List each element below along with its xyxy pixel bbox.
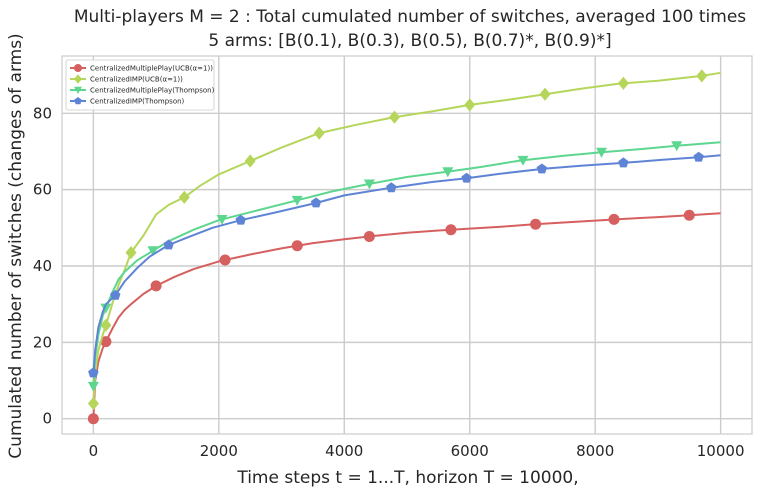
data-point <box>100 336 112 348</box>
data-point <box>150 280 162 292</box>
legend-label: CentralizedMultiplePlay(Thompson) <box>90 87 215 95</box>
x-tick-label: 2000 <box>200 442 238 460</box>
data-point <box>87 396 99 411</box>
series-layer <box>87 69 721 425</box>
legend-entry: CentralizedIMP(UCB(α=1)) <box>70 74 183 84</box>
data-point <box>464 98 476 112</box>
tick-labels: 0 2000 4000 6000 8000 10000 0 20 40 60 80 <box>33 104 745 460</box>
data-point <box>178 190 190 204</box>
data-point <box>445 224 457 236</box>
grid <box>62 56 752 434</box>
plot-background <box>62 56 752 434</box>
data-point <box>310 197 322 208</box>
data-point <box>617 76 629 90</box>
plot-frame <box>61 55 753 435</box>
data-point <box>147 246 159 257</box>
data-point <box>696 69 708 83</box>
x-tick-label: 10000 <box>697 442 745 460</box>
data-point <box>517 155 529 166</box>
data-point <box>530 218 542 230</box>
data-point <box>596 147 607 158</box>
data-point <box>363 179 375 190</box>
x-tick-label: 6000 <box>451 442 489 460</box>
data-point <box>219 254 231 266</box>
y-axis-label: Cumulated number of switches (changes of… <box>6 33 26 458</box>
x-tick-label: 4000 <box>325 442 363 460</box>
data-point <box>125 246 137 260</box>
legend-entry: CentralizedIMP(Thompson) <box>70 97 185 106</box>
legend-box <box>65 59 215 111</box>
chart-title: Multi-players M = 2 : Total cumulated nu… <box>74 7 746 27</box>
legend-marker <box>74 86 82 94</box>
y-tick-label: 80 <box>33 104 52 122</box>
legend: CentralizedMultiplePlay(UCB(α=1)) Central… <box>65 59 215 111</box>
y-tick-label: 0 <box>42 410 52 428</box>
data-point <box>389 110 400 124</box>
series-line <box>92 212 721 419</box>
series-2 <box>87 69 721 411</box>
legend-marker <box>74 74 82 84</box>
data-point <box>163 239 174 250</box>
series-4 <box>88 151 721 378</box>
data-point <box>100 318 112 332</box>
data-point <box>539 87 551 101</box>
data-point <box>100 303 112 314</box>
legend-label: CentralizedMultiplePlay(UCB(α=1)) <box>90 65 213 73</box>
y-tick-label: 40 <box>33 257 52 275</box>
legend-label: CentralizedIMP(UCB(α=1)) <box>90 76 183 84</box>
data-point <box>88 367 99 378</box>
data-point <box>87 381 99 392</box>
y-tick-label: 20 <box>33 333 52 351</box>
legend-entry: CentralizedMultiplePlay(Thompson) <box>70 87 215 95</box>
legend-marker <box>74 64 82 72</box>
legend-items: CentralizedMultiplePlay(UCB(α=1)) Central… <box>70 64 215 106</box>
x-tick-label: 8000 <box>576 442 614 460</box>
series-line <box>92 154 721 373</box>
data-point <box>216 215 228 225</box>
data-point <box>683 209 695 221</box>
legend-marker <box>74 97 82 105</box>
data-point <box>291 240 303 252</box>
legend-label: CentralizedIMP(Thompson) <box>90 98 185 106</box>
data-point <box>110 289 121 300</box>
data-point <box>693 151 704 162</box>
data-point <box>291 195 303 206</box>
data-point <box>671 141 683 152</box>
data-point <box>461 172 472 183</box>
data-point <box>618 157 629 168</box>
data-point <box>386 182 397 193</box>
data-point <box>244 154 256 168</box>
data-point <box>442 167 454 178</box>
data-point <box>235 214 246 225</box>
series-3 <box>87 141 721 392</box>
chart-subtitle: 5 arms: [B(0.1), B(0.3), B(0.5), B(0.7)*… <box>208 31 611 51</box>
series-1 <box>87 209 721 425</box>
legend-entry: CentralizedMultiplePlay(UCB(α=1)) <box>70 64 213 73</box>
series-line <box>92 71 721 404</box>
y-tick-label: 60 <box>33 181 52 199</box>
data-point <box>313 126 325 140</box>
x-axis-label: Time steps t = 1...T, horizon T = 10000, <box>236 468 578 488</box>
data-point <box>363 231 375 243</box>
data-point <box>608 213 620 225</box>
data-point <box>87 413 99 425</box>
data-point <box>536 163 548 174</box>
x-tick-label: 0 <box>89 442 99 460</box>
